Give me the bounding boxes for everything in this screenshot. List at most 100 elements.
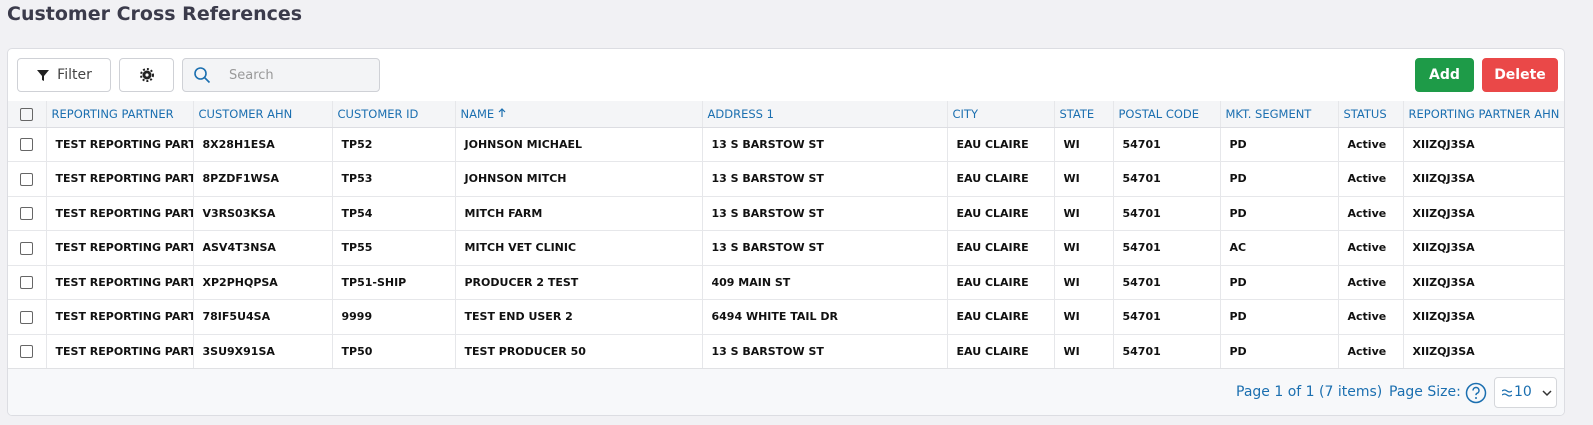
cell: 54701 xyxy=(1113,161,1221,197)
row-select[interactable] xyxy=(8,265,47,300)
column-header[interactable]: CUSTOMER AHN xyxy=(193,101,333,128)
cell: 54701 xyxy=(1113,265,1221,300)
cell: EAU CLAIRE xyxy=(947,127,1055,162)
page-size-label: Page Size: xyxy=(1389,384,1461,400)
cell: 9999 xyxy=(332,299,456,335)
column-header[interactable]: POSTAL CODE xyxy=(1113,101,1221,128)
table-row: TEST REPORTING PARTNIXP2PHQPSATP51-SHIPP… xyxy=(8,265,1564,300)
column-label: REPORTING PARTNER AHN xyxy=(1408,106,1560,121)
cell: XIIZQJ3SA xyxy=(1403,196,1564,231)
column-header[interactable]: CUSTOMER ID xyxy=(332,101,456,128)
cell: MITCH FARM xyxy=(455,196,703,231)
help-icon[interactable] xyxy=(1465,382,1487,404)
cell: TEST REPORTING PARTNI xyxy=(46,127,194,162)
cell: TEST REPORTING PARTNI xyxy=(46,161,194,197)
cell: 6494 WHITE TAIL DR xyxy=(702,299,948,335)
grid-card: Filter Search Add Delete REPORTING PARTN… xyxy=(7,48,1565,416)
cell: WI xyxy=(1054,299,1114,335)
cell: AC xyxy=(1220,230,1339,266)
table-row: TEST REPORTING PARTNI8X28H1ESATP52JOHNSO… xyxy=(8,127,1564,162)
cell: 54701 xyxy=(1113,196,1221,231)
cell: Active xyxy=(1338,161,1404,197)
cell: PD xyxy=(1220,265,1339,300)
column-header[interactable]: NAME xyxy=(455,101,703,128)
cell: TEST REPORTING PARTNI xyxy=(46,334,194,369)
cell: PD xyxy=(1220,299,1339,335)
select-all[interactable] xyxy=(8,101,47,128)
cell: 54701 xyxy=(1113,334,1221,369)
cell: MITCH VET CLINIC xyxy=(455,230,703,266)
column-header[interactable]: STATUS xyxy=(1338,101,1404,128)
table-row: TEST REPORTING PARTNIV3RS03KSATP54MITCH … xyxy=(8,196,1564,231)
row-select[interactable] xyxy=(8,299,47,335)
column-header[interactable]: STATE xyxy=(1054,101,1114,128)
column-header[interactable]: REPORTING PARTNER xyxy=(46,101,194,128)
cell: Active xyxy=(1338,299,1404,335)
table-row: TEST REPORTING PARTNI78IF5U4SA9999TEST E… xyxy=(8,299,1564,335)
filter-label: Filter xyxy=(57,67,92,83)
cell: WI xyxy=(1054,334,1114,369)
search-icon xyxy=(194,67,211,84)
cell: XIIZQJ3SA xyxy=(1403,334,1564,369)
cell: Active xyxy=(1338,127,1404,162)
cell: 13 S BARSTOW ST xyxy=(702,196,948,231)
cell: XIIZQJ3SA xyxy=(1403,161,1564,197)
cell: 8X28H1ESA xyxy=(193,127,333,162)
row-select[interactable] xyxy=(8,161,47,197)
row-select[interactable] xyxy=(8,230,47,266)
cell: 54701 xyxy=(1113,299,1221,335)
row-select[interactable] xyxy=(8,196,47,231)
cell: V3RS03KSA xyxy=(193,196,333,231)
cell: TP51-SHIP xyxy=(332,265,456,300)
cell: XIIZQJ3SA xyxy=(1403,265,1564,300)
cell: XIIZQJ3SA xyxy=(1403,127,1564,162)
cell: 13 S BARSTOW ST xyxy=(702,334,948,369)
page-size-select[interactable]: 10 xyxy=(1494,377,1557,408)
cell: TP55 xyxy=(332,230,456,266)
cell: PD xyxy=(1220,196,1339,231)
cell: PD xyxy=(1220,127,1339,162)
cell: ASV4T3NSA xyxy=(193,230,333,266)
row-select[interactable] xyxy=(8,127,47,162)
cell: WI xyxy=(1054,196,1114,231)
cell: TP53 xyxy=(332,161,456,197)
cell: 78IF5U4SA xyxy=(193,299,333,335)
cell: 13 S BARSTOW ST xyxy=(702,230,948,266)
search-box[interactable]: Search xyxy=(182,58,380,92)
delete-button[interactable]: Delete xyxy=(1482,58,1558,92)
add-button[interactable]: Add xyxy=(1415,58,1474,92)
table-row: TEST REPORTING PARTNI8PZDF1WSATP53JOHNSO… xyxy=(8,161,1564,197)
sort-arrow xyxy=(498,107,506,117)
cell: EAU CLAIRE xyxy=(947,334,1055,369)
cell: XP2PHQPSA xyxy=(193,265,333,300)
column-header[interactable]: ADDRESS 1 xyxy=(702,101,948,128)
table-row: TEST REPORTING PARTNI3SU9X91SATP50TEST P… xyxy=(8,334,1564,369)
cell: TP50 xyxy=(332,334,456,369)
cell: JOHNSON MICHAEL xyxy=(455,127,703,162)
column-label: MKT. SEGMENT xyxy=(1225,106,1312,121)
cell: XIIZQJ3SA xyxy=(1403,299,1564,335)
cell: 409 MAIN ST xyxy=(702,265,948,300)
cell: 54701 xyxy=(1113,127,1221,162)
filter-icon xyxy=(37,70,50,81)
cell: TEST REPORTING PARTNI xyxy=(46,196,194,231)
cell: EAU CLAIRE xyxy=(947,299,1055,335)
filter-button[interactable]: Filter xyxy=(17,58,111,92)
column-header[interactable]: CITY xyxy=(947,101,1055,128)
column-header[interactable]: MKT. SEGMENT xyxy=(1220,101,1339,128)
cell: TEST END USER 2 xyxy=(455,299,703,335)
header-row: REPORTING PARTNER CUSTOMER AHN CUSTOMER ID… xyxy=(8,101,1564,128)
row-select[interactable] xyxy=(8,334,47,369)
cell: TP54 xyxy=(332,196,456,231)
cell: TEST REPORTING PARTNI xyxy=(46,299,194,335)
column-label: CITY xyxy=(952,106,978,121)
size-icon xyxy=(1502,389,1512,397)
cell: WI xyxy=(1054,265,1114,300)
cell: 8PZDF1WSA xyxy=(193,161,333,197)
cell: TEST PRODUCER 50 xyxy=(455,334,703,369)
settings-button[interactable] xyxy=(119,58,174,92)
cell: Active xyxy=(1338,334,1404,369)
table-row: TEST REPORTING PARTNIASV4T3NSATP55MITCH … xyxy=(8,230,1564,266)
column-header[interactable]: REPORTING PARTNER AHN xyxy=(1403,101,1564,128)
cell: EAU CLAIRE xyxy=(947,196,1055,231)
